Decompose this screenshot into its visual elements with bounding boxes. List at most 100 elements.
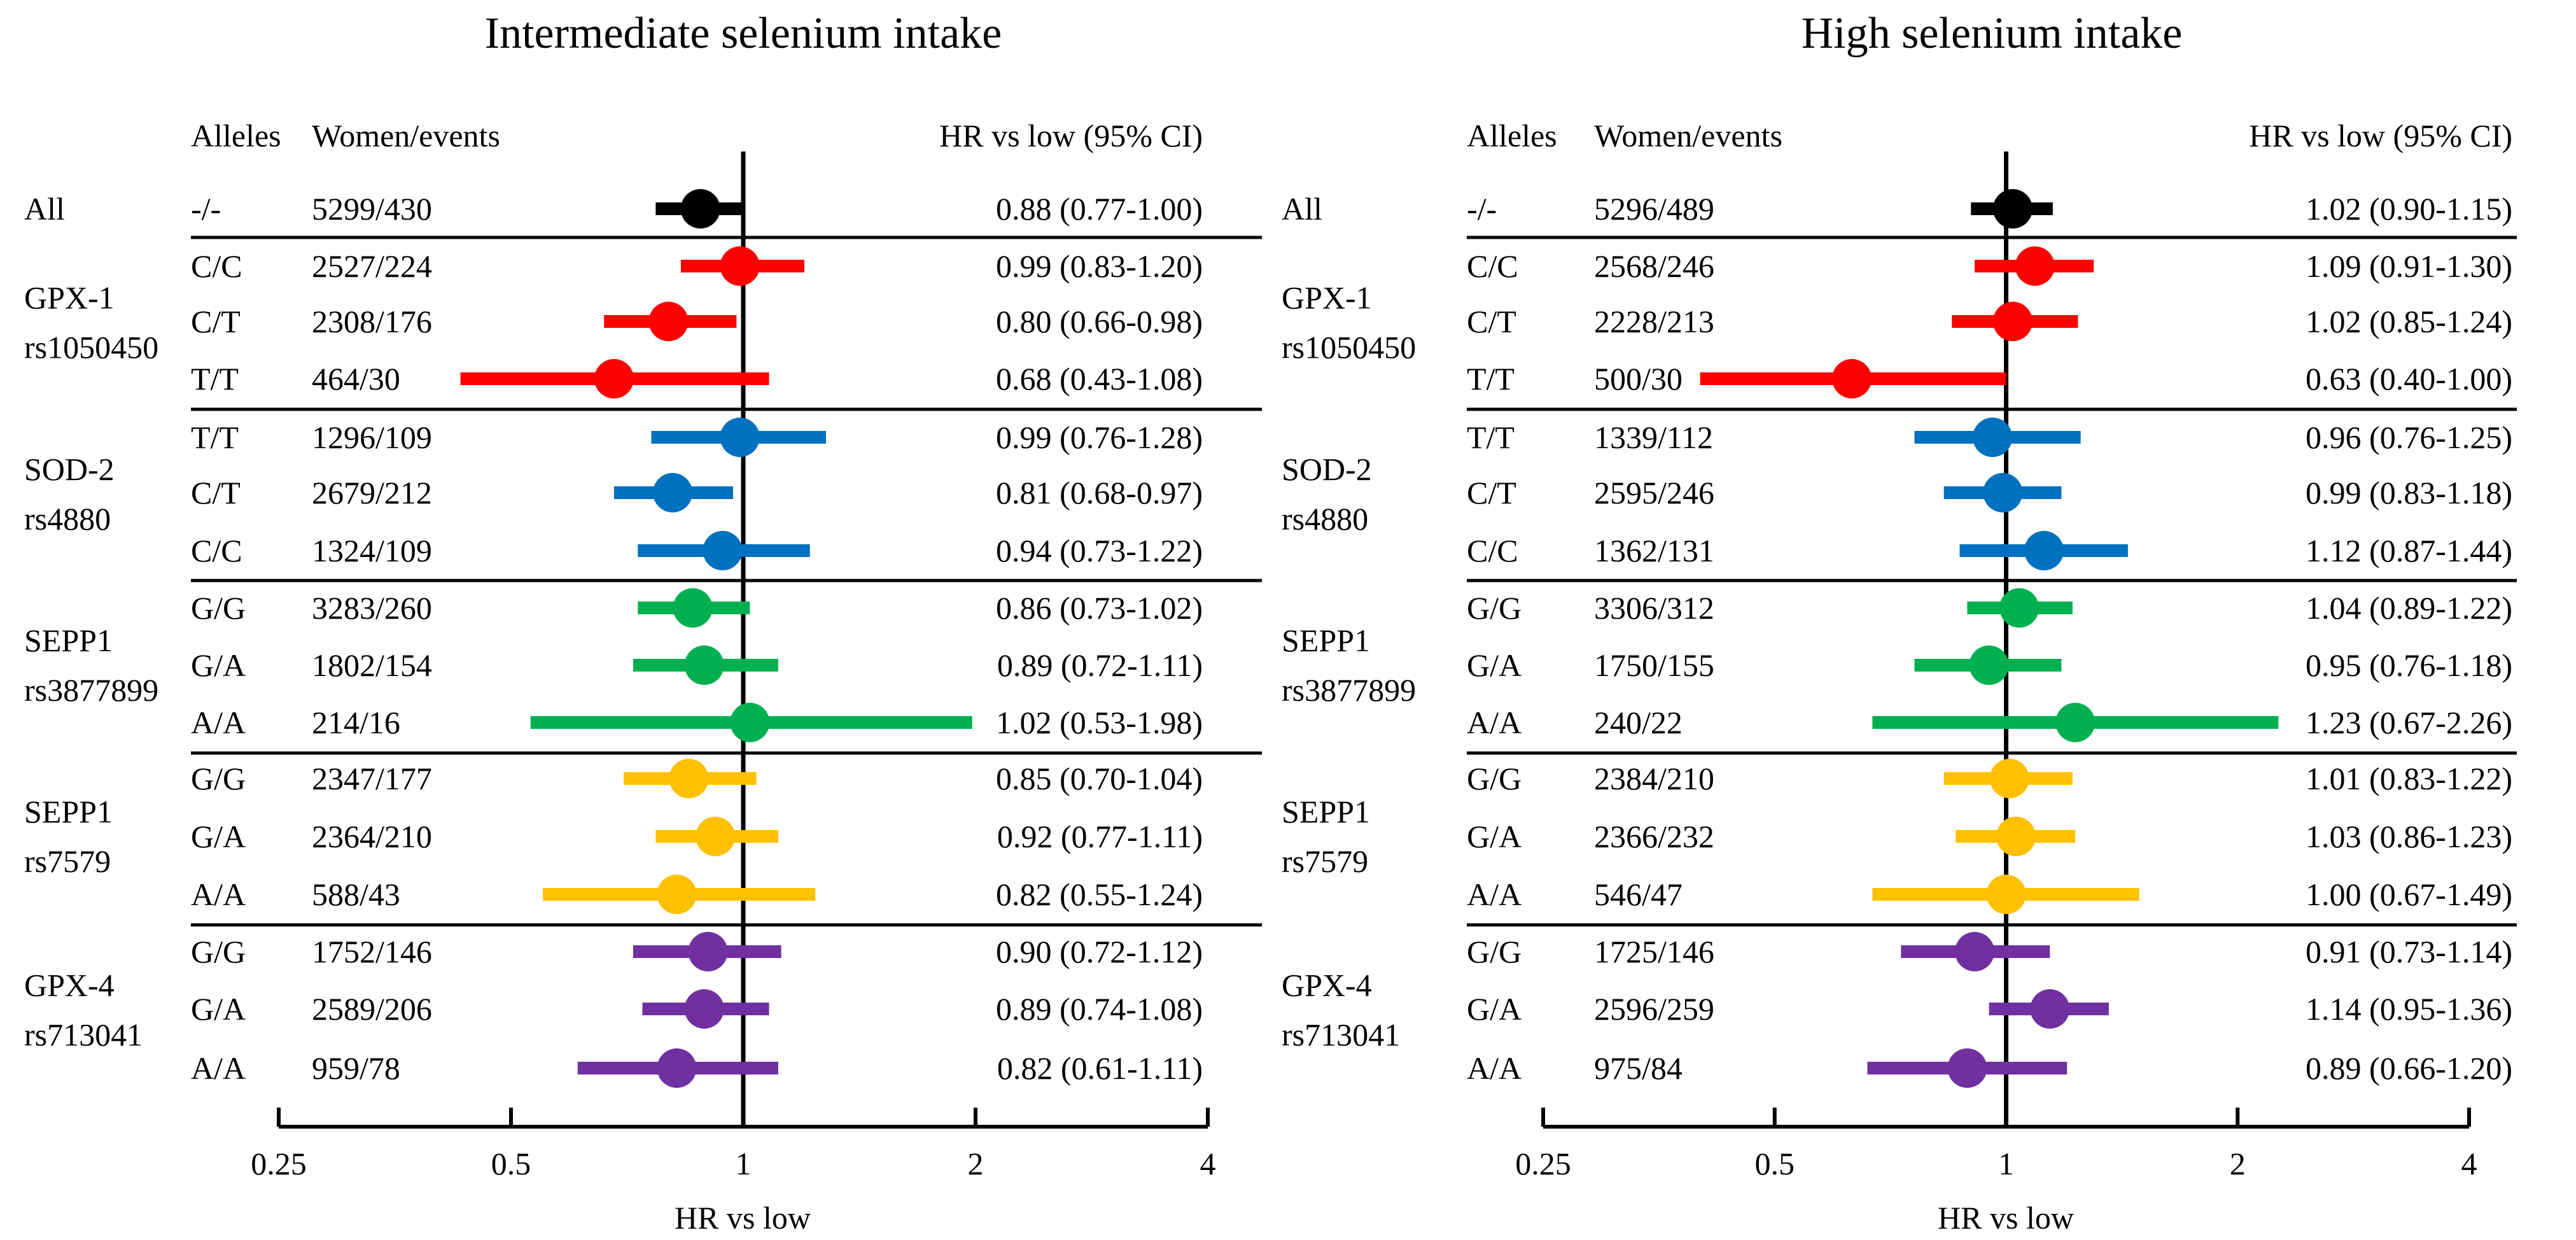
women-events-cell: 240/22 [1594, 705, 1683, 740]
variant-label: All [1282, 191, 1322, 227]
women-events-cell: 2527/224 [312, 248, 432, 284]
table-row: A/A 214/16 1.02 (0.53-1.98) [191, 703, 1203, 742]
women-events-cell: 2568/246 [1594, 248, 1714, 284]
x-tick-label: 0.5 [491, 1146, 531, 1181]
x-tick-label: 4 [2461, 1146, 2477, 1181]
hr-point [1986, 875, 2026, 914]
allele-cell: C/T [191, 475, 241, 511]
variant-label: SEPP1 [1282, 794, 1370, 829]
x-axis-label: HR vs low [1938, 1200, 2074, 1236]
allele-cell: G/A [191, 991, 246, 1027]
women-events-cell: 1752/146 [312, 934, 432, 969]
women-events-cell: 3283/260 [312, 590, 432, 626]
women-events-cell: 2596/259 [1594, 991, 1714, 1027]
hr-point [680, 189, 720, 229]
hr-ci-cell: 0.80 (0.66-0.98) [996, 304, 1203, 339]
hr-ci-cell: 0.89 (0.66-1.20) [2306, 1050, 2512, 1086]
hr-ci-cell: 0.85 (0.70-1.04) [996, 761, 1203, 796]
hr-ci-cell: 1.01 (0.83-1.22) [2306, 761, 2512, 796]
hr-point [657, 875, 697, 914]
allele-cell: G/A [1467, 647, 1522, 683]
allele-cell: G/G [1467, 761, 1522, 796]
variant-group: SEPP1 rs3877899 G/G 3283/260 0.86 (0.73-1.02… [24, 588, 1203, 742]
hr-ci-cell: 0.92 (0.77-1.11) [997, 819, 1203, 854]
hr-point [669, 759, 709, 798]
variant-label: GPX-1 [1282, 280, 1372, 316]
women-events-cell: 5299/430 [312, 191, 432, 227]
hr-ci-cell: 1.23 (0.67-2.26) [2306, 705, 2512, 740]
allele-cell: A/A [191, 705, 246, 740]
table-row: C/C 2527/224 0.99 (0.83-1.20) [191, 246, 1203, 286]
allele-cell: C/C [1467, 248, 1518, 284]
header-hr-ci: HR vs low (95% CI) [2249, 118, 2512, 153]
variant-label: SEPP1 [1282, 623, 1370, 658]
variant-group: SOD-2 rs4880 T/T 1339/112 0.96 (0.76-1.25) C/… [1282, 418, 2512, 570]
allele-cell: G/G [191, 761, 246, 796]
variant-label: GPX-4 [24, 968, 115, 1003]
hr-ci-cell: 0.96 (0.76-1.25) [2306, 419, 2512, 455]
hr-ci-cell: 0.91 (0.73-1.14) [2306, 934, 2512, 969]
allele-cell: T/T [1467, 419, 1515, 455]
allele-cell: G/G [1467, 590, 1522, 626]
variant-label: rs7579 [1282, 843, 1368, 879]
table-row: G/G 1752/146 0.90 (0.72-1.12) [191, 932, 1203, 971]
table-row: -/- 5299/430 0.88 (0.77-1.00) [191, 189, 1203, 229]
hr-point [657, 1048, 697, 1088]
table-row: A/A 588/43 0.82 (0.55-1.24) [191, 875, 1203, 914]
hr-point [2015, 246, 2055, 286]
women-events-cell: 588/43 [312, 877, 400, 912]
hr-point [730, 703, 770, 742]
hr-point [1999, 588, 2040, 628]
women-events-cell: 1725/146 [1594, 934, 1714, 969]
table-row: C/C 1324/109 0.94 (0.73-1.22) [191, 531, 1203, 570]
hr-ci-cell: 1.02 (0.53-1.98) [996, 705, 1203, 740]
women-events-cell: 2366/232 [1594, 819, 1714, 854]
variant-label: All [24, 191, 65, 227]
women-events-cell: 2364/210 [312, 819, 432, 854]
allele-cell: A/A [1467, 705, 1522, 740]
hr-ci-cell: 0.86 (0.73-1.02) [996, 590, 1203, 626]
table-row: G/A 2589/206 0.89 (0.74-1.08) [191, 989, 1203, 1029]
hr-ci-cell: 0.82 (0.55-1.24) [996, 877, 1203, 912]
table-row: -/- 5296/489 1.02 (0.90-1.15) [1467, 189, 2512, 229]
table-row: C/T 2228/213 1.02 (0.85-1.24) [1467, 302, 2512, 341]
hr-ci-cell: 0.89 (0.72-1.11) [997, 647, 1203, 683]
women-events-cell: 975/84 [1594, 1050, 1683, 1086]
women-events-cell: 464/30 [312, 361, 400, 397]
hr-point [648, 302, 689, 341]
hr-point [1996, 817, 2036, 856]
women-events-cell: 546/47 [1594, 877, 1683, 912]
hr-point [696, 817, 736, 856]
hr-ci-cell: 1.00 (0.67-1.49) [2306, 877, 2512, 912]
hr-point [1992, 189, 2033, 229]
hr-point [688, 932, 728, 971]
table-row: T/T 464/30 0.68 (0.43-1.08) [191, 359, 1203, 398]
x-tick-label: 2 [968, 1146, 984, 1181]
hr-point [684, 645, 724, 685]
table-row: G/G 2347/177 0.85 (0.70-1.04) [191, 759, 1203, 798]
women-events-cell: 1750/155 [1594, 647, 1714, 683]
women-events-cell: 214/16 [312, 705, 400, 740]
hr-ci-cell: 0.99 (0.83-1.18) [2306, 475, 2512, 511]
allele-cell: G/A [191, 819, 246, 854]
hr-ci-cell: 0.95 (0.76-1.18) [2306, 647, 2512, 683]
hr-ci-cell: 0.99 (0.76-1.28) [996, 419, 1203, 455]
table-row: C/C 2568/246 1.09 (0.91-1.30) [1467, 246, 2512, 286]
x-tick-label: 0.25 [251, 1146, 307, 1181]
allele-cell: C/T [1467, 475, 1516, 511]
x-tick-label: 0.5 [1755, 1146, 1795, 1181]
table-row: C/C 1362/131 1.12 (0.87-1.44) [1467, 531, 2512, 570]
table-row: C/T 2595/246 0.99 (0.83-1.18) [1467, 473, 2512, 512]
women-events-cell: 2228/213 [1594, 304, 1714, 339]
hr-point [1832, 359, 1872, 398]
variant-label: SOD-2 [1282, 451, 1372, 487]
hr-point [2055, 703, 2096, 742]
hr-ci-cell: 0.68 (0.43-1.08) [996, 361, 1203, 397]
hr-point [703, 531, 743, 570]
variant-label: rs713041 [1282, 1017, 1400, 1053]
women-events-cell: 5296/489 [1594, 191, 1714, 227]
allele-cell: A/A [1467, 877, 1522, 912]
women-events-cell: 1802/154 [312, 647, 432, 683]
hr-point [653, 473, 693, 512]
